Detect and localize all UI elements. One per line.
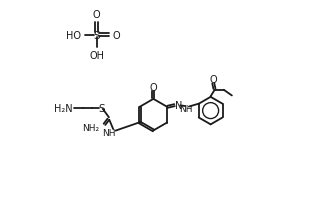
Text: O: O [113, 31, 121, 41]
Text: H₂N: H₂N [54, 103, 72, 113]
Text: NH₂: NH₂ [82, 123, 99, 132]
Text: O: O [93, 10, 101, 20]
Text: HO: HO [66, 31, 81, 41]
Text: N: N [175, 100, 182, 110]
Text: O: O [150, 83, 157, 93]
Text: S: S [94, 31, 100, 41]
Text: NH: NH [102, 129, 116, 138]
Text: O: O [209, 75, 217, 85]
Text: OH: OH [89, 51, 104, 61]
Text: NH: NH [179, 105, 193, 113]
Text: S: S [98, 103, 105, 113]
